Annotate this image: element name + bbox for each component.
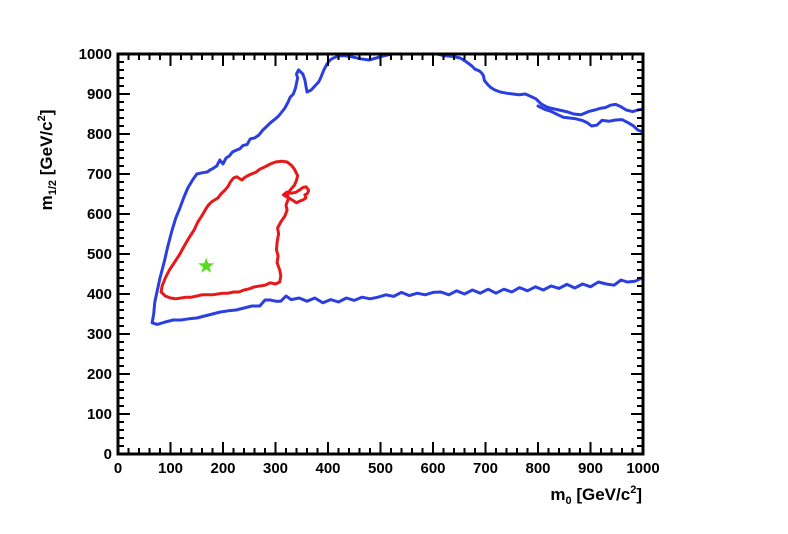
x-tick-label: 100 [158,460,183,477]
contour-line-4 [159,159,311,301]
star-marker [198,257,215,273]
y-tick-label: 100 [87,406,112,423]
y-tick-label: 200 [87,366,112,383]
x-tick-label: 500 [368,460,393,477]
x-axis-title: m0 [GeV/c2] [550,484,642,507]
x-tick-label: 300 [263,460,288,477]
y-tick-label: 1000 [79,46,112,63]
y-tick-label: 300 [87,326,112,343]
x-tick-label: 700 [473,460,498,477]
x-tick-label: 900 [578,460,603,477]
y-tick-label: 700 [87,166,112,183]
contour-line-3 [536,104,643,134]
y-tick-label: 600 [87,206,112,223]
contour-line-1 [150,54,643,326]
y-tick-label: 500 [87,246,112,263]
y-tick-label: 800 [87,126,112,143]
x-tick-label: 1000 [626,460,659,477]
plot-frame [116,52,645,456]
y-tick-label: 0 [104,446,112,463]
y-tick-label: 900 [87,86,112,103]
x-tick-label: 800 [525,460,550,477]
x-tick-label: 600 [420,460,445,477]
x-tick-label: 400 [315,460,340,477]
x-tick-label: 0 [114,460,122,477]
y-axis-title: m1/2 [GeV/c2] [36,110,59,211]
x-tick-label: 200 [210,460,235,477]
contour-line-2 [435,54,643,117]
y-tick-label: 400 [87,286,112,303]
